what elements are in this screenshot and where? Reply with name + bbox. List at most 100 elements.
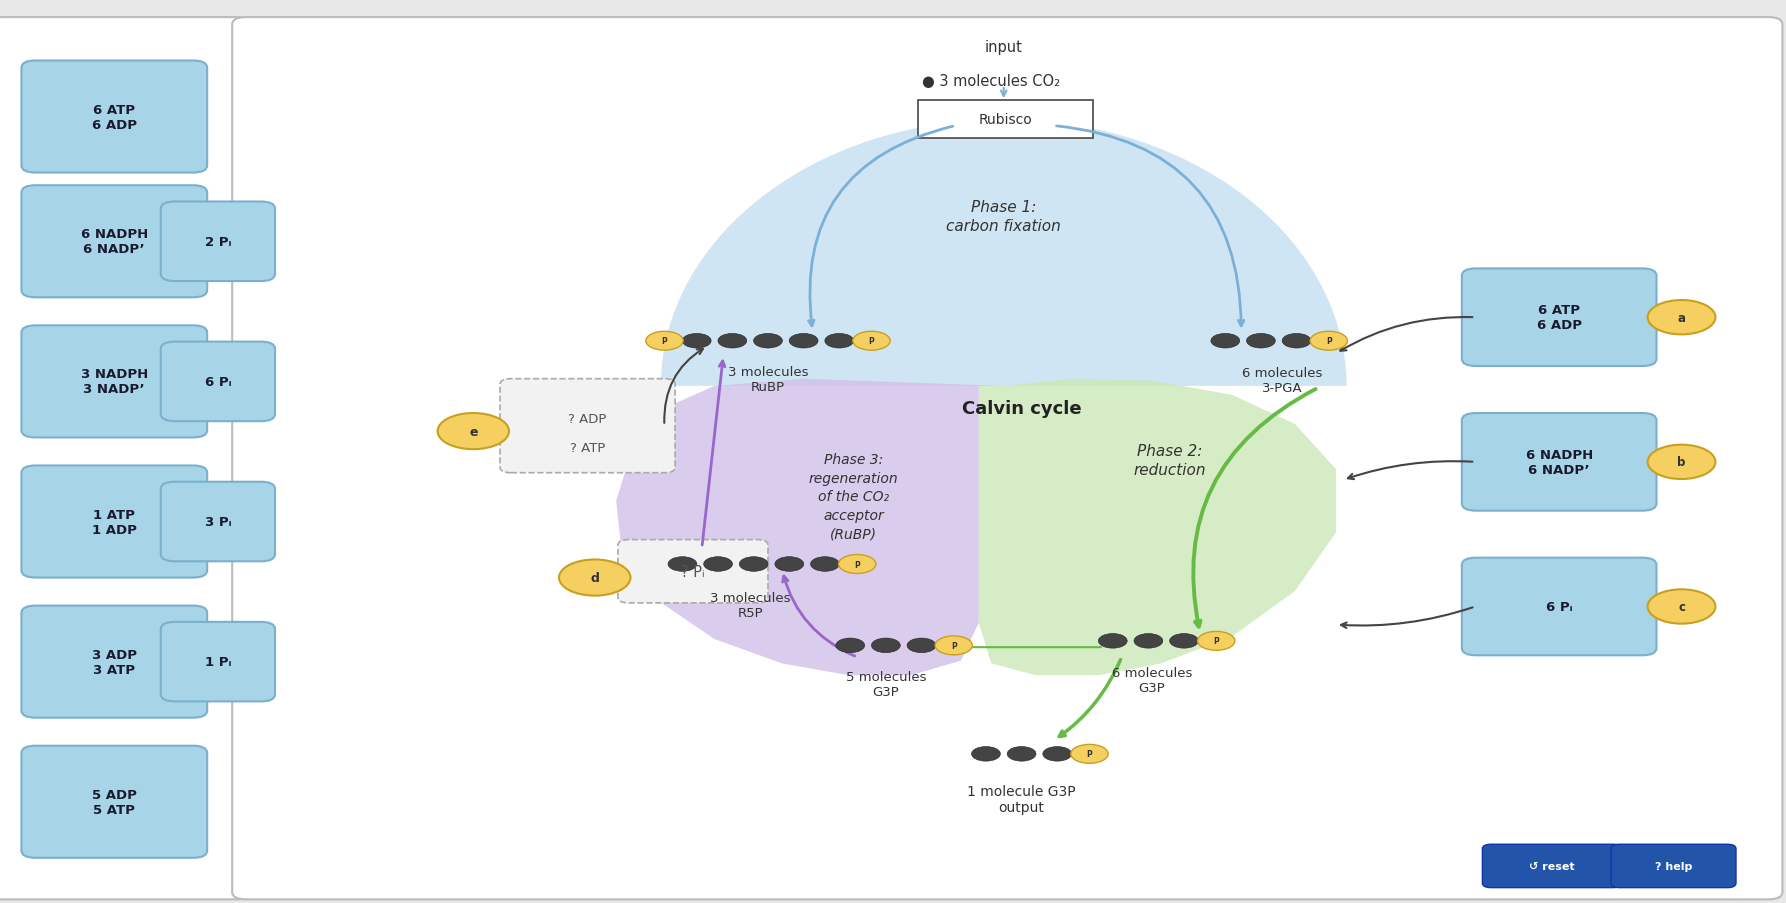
Text: 6 ATP
6 ADP: 6 ATP 6 ADP (1536, 304, 1582, 331)
Text: input: input (984, 40, 1023, 54)
FancyBboxPatch shape (1482, 844, 1622, 888)
Circle shape (559, 560, 630, 596)
Text: Rubisco: Rubisco (979, 113, 1032, 127)
Circle shape (936, 637, 972, 655)
Circle shape (1647, 590, 1715, 624)
Polygon shape (979, 379, 1336, 675)
Polygon shape (661, 120, 1347, 386)
FancyBboxPatch shape (1611, 844, 1736, 888)
Circle shape (1198, 632, 1234, 650)
Text: ? ATP: ? ATP (570, 442, 605, 454)
Text: e: e (470, 425, 477, 438)
Text: P: P (868, 337, 875, 346)
FancyBboxPatch shape (1463, 558, 1656, 656)
Circle shape (1007, 747, 1036, 761)
Circle shape (1134, 634, 1163, 648)
Circle shape (438, 414, 509, 450)
FancyBboxPatch shape (21, 186, 207, 298)
Text: 1 ATP
1 ADP: 1 ATP 1 ADP (91, 508, 138, 535)
Circle shape (1170, 634, 1198, 648)
Text: 1 molecule G3P
output: 1 molecule G3P output (968, 784, 1075, 814)
FancyBboxPatch shape (1463, 414, 1656, 511)
Text: 3 ADP
3 ATP: 3 ADP 3 ATP (91, 648, 138, 675)
Text: 3 molecules
RuBP: 3 molecules RuBP (727, 366, 809, 394)
Text: 6 molecules
3-PGA: 6 molecules 3-PGA (1241, 367, 1323, 395)
FancyBboxPatch shape (161, 342, 275, 422)
Text: ● 3 molecules CO₂: ● 3 molecules CO₂ (922, 74, 1061, 88)
Circle shape (825, 334, 854, 349)
Circle shape (1282, 334, 1311, 349)
FancyBboxPatch shape (161, 202, 275, 282)
Text: P: P (854, 560, 861, 569)
Circle shape (1647, 301, 1715, 335)
FancyBboxPatch shape (161, 482, 275, 562)
Text: Calvin cycle: Calvin cycle (963, 399, 1081, 417)
Text: b: b (1677, 456, 1686, 469)
Circle shape (739, 557, 768, 572)
Circle shape (668, 557, 697, 572)
FancyBboxPatch shape (0, 18, 250, 899)
Text: P: P (1086, 749, 1093, 759)
Text: P: P (1213, 637, 1220, 646)
Circle shape (1098, 634, 1127, 648)
Circle shape (682, 334, 711, 349)
Text: d: d (591, 572, 598, 584)
Text: 6 Pᵢ: 6 Pᵢ (1547, 600, 1572, 613)
Circle shape (854, 332, 889, 350)
Text: 3 molecules
R5P: 3 molecules R5P (709, 591, 791, 619)
Polygon shape (616, 379, 1004, 675)
Circle shape (789, 334, 818, 349)
FancyBboxPatch shape (161, 622, 275, 702)
Circle shape (872, 638, 900, 653)
Text: ↺ reset: ↺ reset (1529, 861, 1575, 871)
FancyBboxPatch shape (21, 606, 207, 718)
Circle shape (718, 334, 747, 349)
Text: ? help: ? help (1656, 861, 1691, 871)
Text: Phase 1:
carbon fixation: Phase 1: carbon fixation (947, 200, 1061, 234)
Text: ? ADP: ? ADP (568, 413, 607, 425)
Circle shape (647, 332, 682, 350)
Circle shape (1647, 445, 1715, 479)
FancyBboxPatch shape (618, 540, 768, 603)
Text: 2 Pᵢ: 2 Pᵢ (205, 236, 230, 248)
Circle shape (775, 557, 804, 572)
FancyBboxPatch shape (21, 326, 207, 438)
FancyBboxPatch shape (21, 61, 207, 173)
Text: 3 Pᵢ: 3 Pᵢ (205, 516, 230, 528)
Circle shape (1211, 334, 1239, 349)
Text: P: P (950, 641, 957, 650)
Circle shape (972, 747, 1000, 761)
FancyBboxPatch shape (21, 466, 207, 578)
Circle shape (1043, 747, 1072, 761)
Text: P: P (661, 337, 668, 346)
Circle shape (1311, 332, 1347, 350)
Circle shape (1247, 334, 1275, 349)
FancyBboxPatch shape (918, 101, 1093, 139)
FancyBboxPatch shape (1463, 269, 1656, 367)
Circle shape (839, 555, 875, 573)
Text: 6 ATP
6 ADP: 6 ATP 6 ADP (91, 104, 138, 131)
Text: 6 molecules
G3P: 6 molecules G3P (1111, 666, 1193, 694)
Text: 6 NADPH
6 NADP’: 6 NADPH 6 NADP’ (1525, 449, 1593, 476)
Text: 6 Pᵢ: 6 Pᵢ (205, 376, 230, 388)
Circle shape (811, 557, 839, 572)
Text: Phase 2:
reduction: Phase 2: reduction (1134, 443, 1206, 478)
Text: ? Pᵢ: ? Pᵢ (680, 564, 705, 579)
Circle shape (836, 638, 864, 653)
Text: 5 ADP
5 ATP: 5 ADP 5 ATP (91, 788, 138, 815)
Circle shape (907, 638, 936, 653)
FancyBboxPatch shape (21, 746, 207, 858)
Text: 1 Pᵢ: 1 Pᵢ (205, 656, 230, 668)
Text: a: a (1677, 312, 1686, 324)
Circle shape (704, 557, 732, 572)
Text: 5 molecules
G3P: 5 molecules G3P (845, 670, 927, 698)
Text: 3 NADPH
3 NADP’: 3 NADPH 3 NADP’ (80, 368, 148, 396)
Text: 6 NADPH
6 NADP’: 6 NADPH 6 NADP’ (80, 228, 148, 256)
Text: c: c (1679, 600, 1684, 613)
FancyBboxPatch shape (500, 379, 675, 473)
FancyBboxPatch shape (232, 18, 1782, 899)
Circle shape (1072, 745, 1107, 763)
Text: P: P (1325, 337, 1332, 346)
Text: Phase 3:
regeneration
of the CO₂
acceptor
(RuBP): Phase 3: regeneration of the CO₂ accepto… (809, 453, 898, 540)
Circle shape (754, 334, 782, 349)
